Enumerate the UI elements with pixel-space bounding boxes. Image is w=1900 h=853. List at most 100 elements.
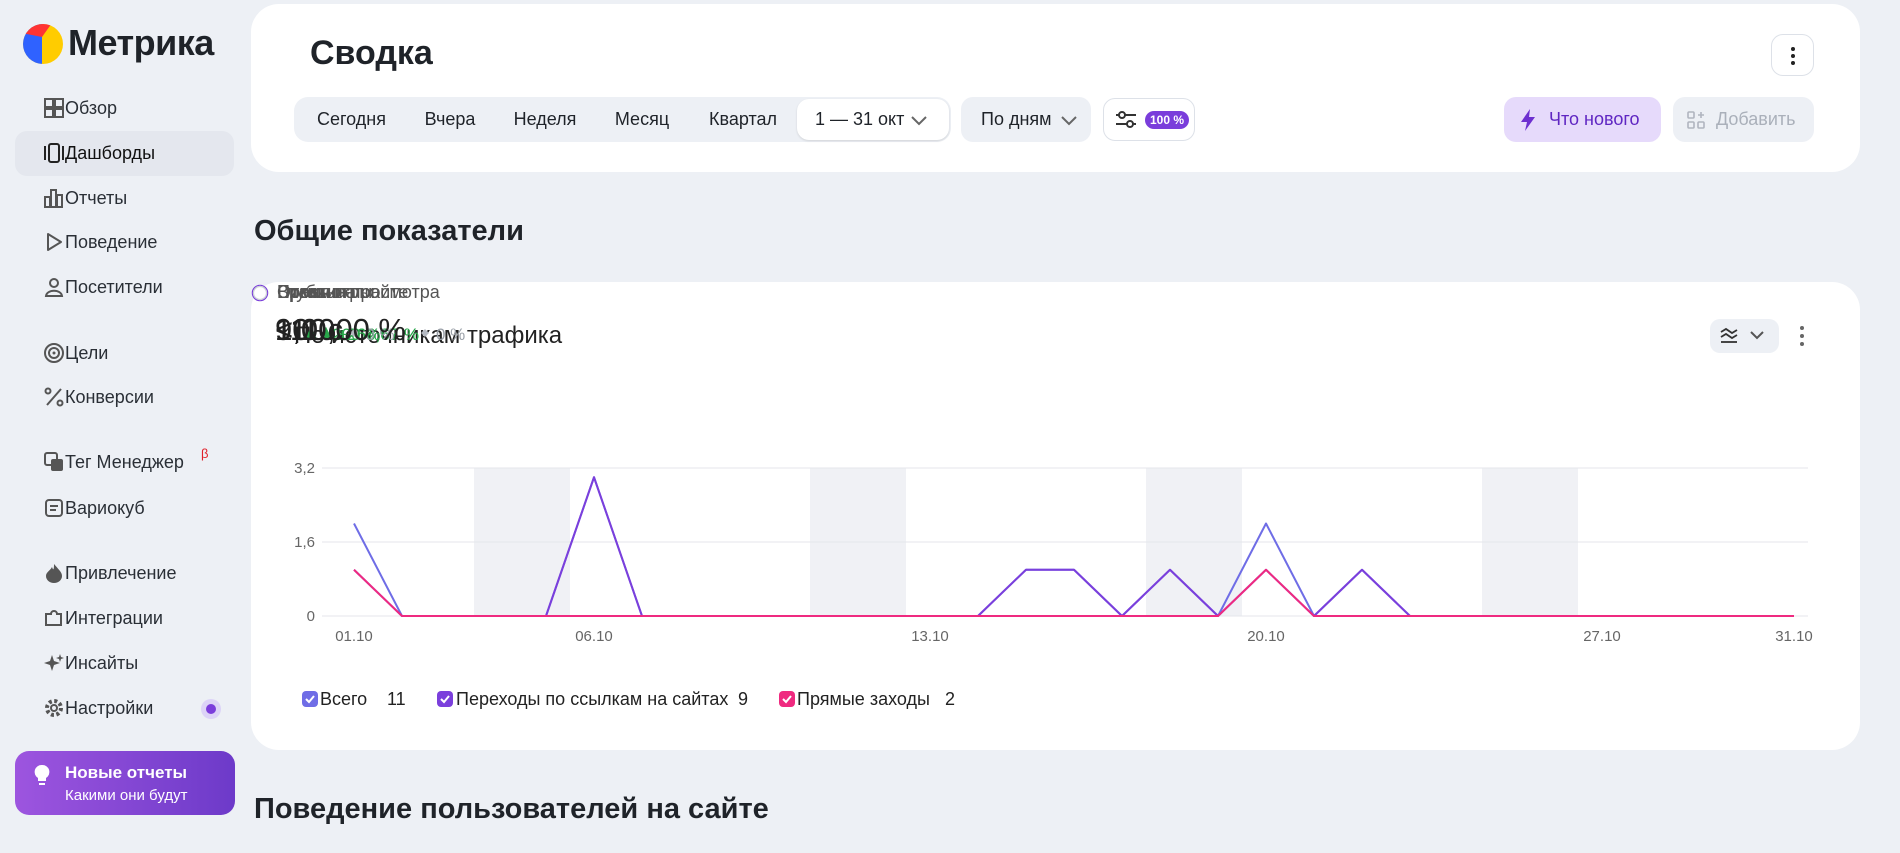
metric-value-row: 11 +266,67 % <box>275 312 419 348</box>
nav-item[interactable]: Конверсии <box>15 375 234 420</box>
legend-checkbox[interactable] <box>779 691 795 707</box>
beta-mark: β <box>201 446 209 461</box>
filter-icon <box>1116 111 1136 128</box>
chevron <box>911 116 927 126</box>
promo-subtitle: Какими они будут <box>65 787 188 804</box>
metric-name: Глубина просмотра <box>277 282 440 302</box>
nav-item[interactable]: Поведение <box>15 220 234 265</box>
nav-label: Вариокуб <box>65 498 145 518</box>
nav-label: Обзор <box>65 98 117 118</box>
whats-new-button[interactable]: Что нового <box>1504 97 1661 142</box>
x-tick-label: 31.10 <box>1775 628 1813 645</box>
metric-value-row: < 1 с <box>275 312 355 348</box>
legend-checkbox[interactable] <box>437 691 453 707</box>
nav-label: Дашборды <box>65 143 155 163</box>
chart: 0 1,6 3,2 01.10 06.10 13.10 20.10 27.10 31.10 <box>294 460 1813 645</box>
chevron <box>1061 116 1077 126</box>
widget-title: По источникам трафика <box>294 322 563 349</box>
period-button[interactable]: Месяц <box>614 109 670 129</box>
nav-item[interactable]: Отчеты <box>15 176 234 221</box>
metric-value-row: 100,00 % 0 % <box>275 312 465 348</box>
trend-up <box>320 327 333 339</box>
series-line <box>353 568 1794 617</box>
checkbox-box <box>779 691 795 707</box>
nav-item[interactable]: Настройки <box>15 686 234 731</box>
more-button[interactable] <box>1771 34 1814 76</box>
nav-item[interactable]: Дашборды <box>15 131 234 176</box>
metric-change: +266,67 % <box>337 325 419 344</box>
nav-icon <box>45 499 63 517</box>
nav-item[interactable]: Посетители <box>15 265 234 310</box>
nav-label: Инсайты <box>65 653 139 673</box>
chart-type-button[interactable] <box>1710 319 1779 353</box>
checkbox-box <box>437 691 453 707</box>
period-button[interactable]: Квартал <box>708 109 778 129</box>
filter-badge: 100 % <box>1145 111 1190 129</box>
trend-icon <box>421 329 429 337</box>
nav-label: Тег Менеджер <box>65 452 184 472</box>
legend-total: 2 <box>945 689 956 709</box>
period-button[interactable]: Сегодня <box>317 109 386 129</box>
nav-icon <box>45 610 62 626</box>
section-title: Общие показатели <box>254 215 524 247</box>
nav-item[interactable]: Интеграции <box>15 596 234 641</box>
nav-icon <box>46 564 62 583</box>
page-title: Сводка <box>310 34 433 72</box>
metric-radio <box>252 285 268 301</box>
nav-item[interactable]: Вариокуб <box>15 486 234 531</box>
nav-item[interactable]: Тег Менеджер β <box>15 440 234 485</box>
metric-value: 1,00 <box>275 312 336 347</box>
add-button[interactable]: Добавить <box>1673 97 1814 142</box>
nav-label: Цели <box>65 343 109 363</box>
nav-icon <box>44 189 63 208</box>
metric-value: 9 <box>275 312 293 347</box>
nav-icon <box>44 452 63 471</box>
legend-checkbox[interactable] <box>302 691 318 707</box>
metric-name: Отказы <box>277 282 339 302</box>
metric-change: +266,67 % <box>337 325 419 344</box>
checkbox-check <box>440 695 450 704</box>
metric-change: 0 % <box>365 325 395 344</box>
notification-dot <box>201 699 221 719</box>
metric-name: Просмотры <box>277 282 373 302</box>
y-tick-label: 3,2 <box>294 460 315 477</box>
date-range-label: 1 — 31 окт <box>815 109 905 129</box>
checkbox-check <box>782 695 792 704</box>
nav-icon <box>45 699 63 717</box>
header-card <box>251 4 1860 172</box>
legend-label: Переходы по ссылкам на сайтах <box>456 689 729 709</box>
nav-label: Посетители <box>65 277 163 297</box>
metric-value-row: 9 +200 % <box>275 312 380 348</box>
add-label: Добавить <box>1716 109 1796 129</box>
nav-label: Привлечение <box>65 563 177 583</box>
nav-icon <box>47 233 62 251</box>
promo-banner[interactable]: Новые отчеты Какими они будут <box>15 751 235 815</box>
trend-icon <box>350 329 359 337</box>
nav-item[interactable]: Инсайты <box>15 641 234 686</box>
nav-item[interactable]: Цели <box>15 331 234 376</box>
nav-item[interactable]: Привлечение <box>15 551 234 596</box>
metric-value: 11 <box>275 312 308 347</box>
metric-value-row: 1,00 0 % <box>275 312 395 348</box>
promo-icon <box>34 764 50 785</box>
add-icon <box>1687 111 1705 129</box>
nav-icon <box>44 387 64 407</box>
trend-up <box>305 327 318 339</box>
x-tick-label: 13.10 <box>911 628 949 645</box>
legend-label: Прямые заходы <box>797 689 930 709</box>
x-tick-label: 20.10 <box>1247 628 1285 645</box>
period-button[interactable]: Вчера <box>424 109 476 129</box>
date-range-button[interactable]: 1 — 31 окт <box>797 99 949 140</box>
nav-icon <box>44 278 64 297</box>
nav-item[interactable]: Обзор <box>15 86 234 131</box>
filter-button[interactable]: 100 % <box>1103 98 1195 141</box>
legend-total: 11 <box>387 689 406 709</box>
period-button[interactable]: Неделя <box>513 109 577 129</box>
grouping-button[interactable]: По дням <box>961 97 1091 142</box>
x-tick-label: 01.10 <box>335 628 373 645</box>
nav-label: Конверсии <box>65 387 154 407</box>
logo-text: Метрика <box>68 22 214 63</box>
nav-label: Поведение <box>65 232 158 252</box>
widget-kebab[interactable] <box>1799 325 1805 347</box>
metric-value: < 1 с <box>275 312 344 347</box>
